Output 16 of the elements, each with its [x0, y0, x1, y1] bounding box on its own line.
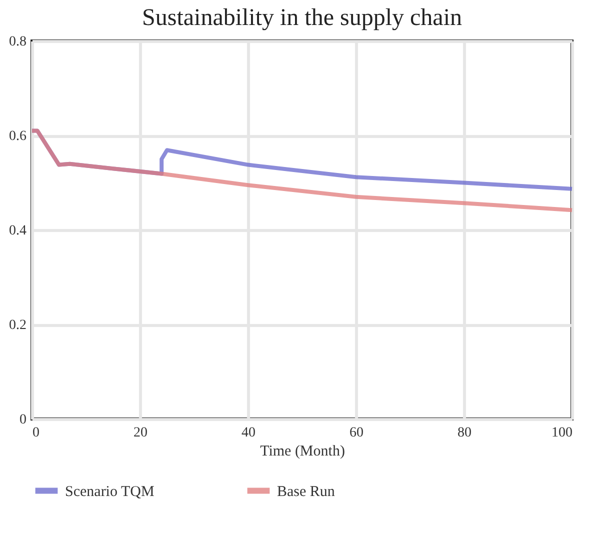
- y-tick-label: 0: [20, 412, 26, 428]
- x-axis-title: Time (Month): [260, 444, 345, 460]
- line-series: [30, 128, 574, 212]
- y-tick-label: 0.2: [9, 318, 26, 333]
- x-tick-label: 0: [32, 426, 40, 440]
- y-tick-label: 0.8: [9, 34, 26, 50]
- y-tick-label: 0.4: [9, 224, 26, 238]
- x-tick-label: 80: [458, 426, 472, 440]
- x-tick-label: 20: [134, 426, 148, 440]
- x-tick-label: 60: [350, 426, 364, 440]
- y-tick-label: 0.6: [9, 129, 26, 144]
- legend-label: Scenario TQM: [65, 484, 154, 500]
- chart-title: Sustainability in the supply chain: [142, 5, 462, 31]
- legend-label: Base Run: [277, 484, 336, 500]
- x-tick-label: 40: [242, 426, 256, 440]
- x-tick-label: 100: [552, 426, 572, 440]
